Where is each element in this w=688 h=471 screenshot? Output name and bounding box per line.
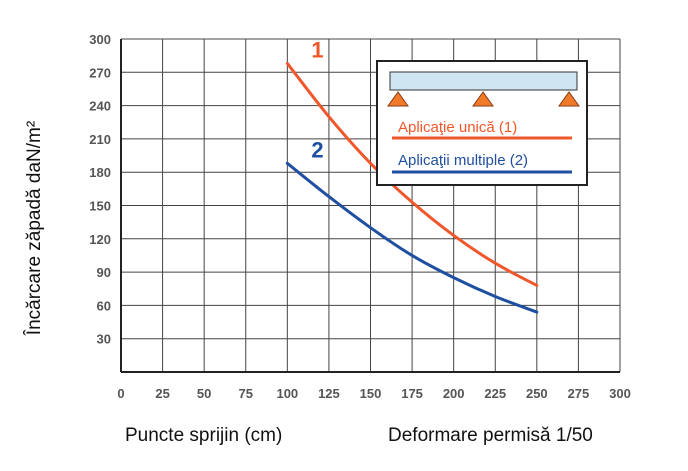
curve-label-1: 1 [311, 37, 323, 62]
y-tick-label: 60 [97, 298, 111, 313]
legend: Aplicaţie unică (1) Aplicaţii multiple (… [376, 60, 588, 186]
y-tick-label: 240 [89, 99, 111, 114]
legend-label-series-2: Aplicaţii multiple (2) [398, 152, 528, 169]
x-tick-label: 100 [276, 386, 298, 401]
x-tick-label: 250 [526, 386, 548, 401]
beam-diagram [387, 71, 580, 107]
x-tick-label: 175 [401, 386, 423, 401]
y-tick-label: 90 [97, 265, 111, 280]
y-tick-label: 210 [89, 132, 111, 147]
series-line-2 [285, 161, 539, 314]
x-tick-label: 50 [197, 386, 211, 401]
x-tick-label: 25 [155, 386, 169, 401]
beam [389, 71, 578, 91]
y-tick-label: 300 [89, 32, 111, 47]
x-axis-title-right: Deformare permisă 1/50 [388, 425, 593, 446]
x-tick-label: 75 [239, 386, 253, 401]
y-tick-label: 150 [89, 199, 111, 214]
y-axis-title: Încărcare zăpadă daN/m² [23, 121, 45, 336]
x-tick-label: 200 [443, 386, 465, 401]
axes [120, 39, 620, 373]
x-tick-label: 150 [360, 386, 382, 401]
y-tick-labels: 30 60 90 120 150 180 210 240 270 300 [89, 32, 111, 347]
series-line-1 [285, 61, 539, 287]
y-tick-label: 120 [89, 232, 111, 247]
support-left [387, 91, 409, 107]
x-tick-label: 225 [484, 386, 506, 401]
curve-label-2: 2 [311, 137, 323, 162]
x-tick-labels: 0 25 50 75 100 125 150 175 200 225 250 275 300 [117, 386, 630, 401]
y-tick-label: 270 [89, 65, 111, 80]
y-tick-label: 180 [89, 165, 111, 180]
x-tick-label: 125 [318, 386, 340, 401]
support-right [558, 91, 580, 107]
x-axis-title: Puncte sprijin (cm) [125, 425, 282, 446]
x-tick-label: 300 [609, 386, 631, 401]
x-tick-label: 275 [568, 386, 590, 401]
support-middle [472, 91, 494, 107]
series: 12 [285, 37, 539, 314]
legend-label-series-1: Aplicaţie unică (1) [398, 119, 517, 136]
x-tick-label: 0 [117, 386, 124, 401]
y-tick-label: 30 [97, 332, 111, 347]
